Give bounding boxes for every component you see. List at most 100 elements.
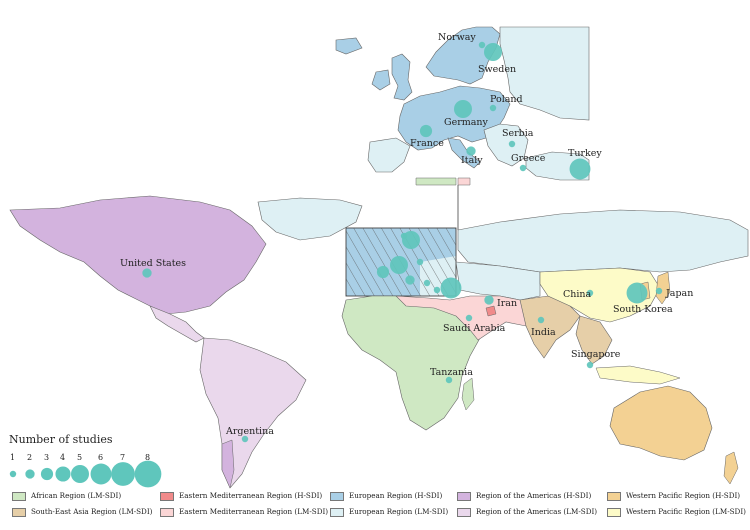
indonesia-region [595, 365, 681, 385]
china-region [539, 267, 661, 323]
madagascar-region [461, 377, 475, 411]
size-legend-bubble [71, 465, 89, 483]
size-legend-label: 7 [120, 453, 125, 462]
india-label: India [531, 327, 556, 338]
size-legend-label: 3 [44, 453, 49, 462]
france-bubble [419, 124, 433, 138]
saudi-arabia-bubble [465, 314, 473, 322]
france-world-bubble [376, 265, 390, 279]
united-states-label: United States [120, 258, 186, 269]
size-legend-label: 5 [77, 453, 82, 462]
region-legend-label: Region of the Americas (H-SDI) [476, 491, 592, 500]
region-legend-label: Western Pacific Region (H-SDI) [626, 491, 741, 500]
united-states-bubble [142, 268, 152, 278]
region-legend-label: European Region (H-SDI) [349, 491, 443, 500]
europe-inset [335, 26, 590, 186]
region-swatch [607, 508, 621, 517]
japan-bubble [655, 287, 663, 295]
germany-label: Germany [444, 117, 489, 128]
turkey-world-bubble [440, 277, 462, 299]
region-legend-label: Eastern Mediterranean Region (LM-SDI) [179, 507, 329, 516]
size-legend-label: 6 [98, 453, 103, 462]
france-label: France [410, 138, 444, 149]
south-korea-bubble [626, 282, 648, 304]
size-legend-label: 8 [145, 453, 150, 462]
size-legend: 1 2 3 4 5 6 7 8 [9, 453, 162, 488]
italy-bubble [466, 146, 476, 156]
region-legend-label: South-East Asia Region (LM-SDI) [31, 507, 153, 516]
serbia-world-bubble [423, 279, 431, 287]
size-legend-label: 1 [10, 453, 15, 462]
sweden-world-bubble [402, 231, 420, 249]
region-legend-label: African Region (LM-SDI) [31, 491, 122, 500]
china-bubble [586, 289, 594, 297]
north-america-region [9, 195, 267, 315]
north-africa-region [415, 177, 457, 186]
tanzania-bubble [445, 376, 453, 384]
australia-region [609, 385, 713, 461]
region-legend: African Region (LM-SDI) South-East Asia R… [0, 488, 750, 528]
japan-label: Japan [665, 288, 693, 299]
serbia-bubble [508, 140, 516, 148]
region-swatch [12, 508, 26, 517]
region-swatch [457, 508, 471, 517]
italy-region [447, 137, 481, 169]
size-legend-bubble [90, 463, 112, 485]
region-swatch [457, 492, 471, 501]
gulf-hsdi-region [485, 305, 497, 317]
size-legend-label: 4 [60, 453, 65, 462]
italy-label: Italy [461, 155, 483, 166]
region-legend-label: European Region (LM-SDI) [349, 507, 449, 516]
italy-world-bubble [405, 275, 415, 285]
poland-world-bubble [416, 258, 424, 266]
size-legend-bubble [134, 460, 162, 488]
region-legend-label: Eastern Mediterranean Region (H-SDI) [179, 491, 323, 500]
turkey-label: Turkey [568, 148, 602, 159]
southeast-asia-region [575, 315, 613, 365]
turkey-bubble [569, 158, 591, 180]
norway-bubble [478, 41, 486, 49]
ireland-region [371, 69, 391, 91]
saudi-arabia-label: Saudi Arabia [443, 323, 506, 334]
region-swatch [160, 492, 174, 501]
greece-label: Greece [511, 153, 546, 164]
singapore-bubble [586, 361, 594, 369]
sweden-bubble [484, 43, 502, 61]
region-legend-label: Western Pacific Region (LM-SDI) [626, 507, 746, 516]
region-legend-label: Region of the Americas (LM-SDI) [476, 507, 598, 516]
region-swatch [12, 492, 26, 501]
iberia-region [367, 137, 411, 173]
south-korea-label: South Korea [613, 304, 673, 315]
germany-world-bubble [390, 256, 408, 274]
singapore-label: Singapore [571, 349, 621, 360]
argentina-bubble [241, 435, 249, 443]
china-label: China [563, 289, 592, 300]
legend-title: Number of studies [9, 433, 113, 446]
tanzania-label: Tanzania [430, 367, 473, 378]
iceland-region [335, 37, 363, 55]
new-zealand-region [723, 451, 739, 485]
argentina-label: Argentina [225, 426, 274, 437]
size-legend-bubble [9, 470, 17, 478]
sweden-label: Sweden [478, 64, 516, 75]
region-swatch [330, 508, 344, 517]
size-legend-bubble [55, 466, 71, 482]
region-swatch [607, 492, 621, 501]
size-legend-bubble [111, 462, 135, 486]
balkans-region [483, 123, 529, 167]
size-legend-label: 2 [27, 453, 32, 462]
iran-bubble [484, 295, 494, 305]
south-america-region [199, 337, 307, 489]
poland-label: Poland [490, 94, 523, 105]
region-swatch [330, 492, 344, 501]
region-swatch [160, 508, 174, 517]
greece-bubble [519, 164, 527, 172]
size-legend-bubble [25, 469, 35, 479]
libya-region [457, 177, 471, 186]
eastern-europe-lm-region [499, 26, 590, 121]
greenland-region [257, 197, 363, 241]
greece-world-bubble [433, 286, 441, 294]
iran-label: Iran [497, 298, 517, 309]
